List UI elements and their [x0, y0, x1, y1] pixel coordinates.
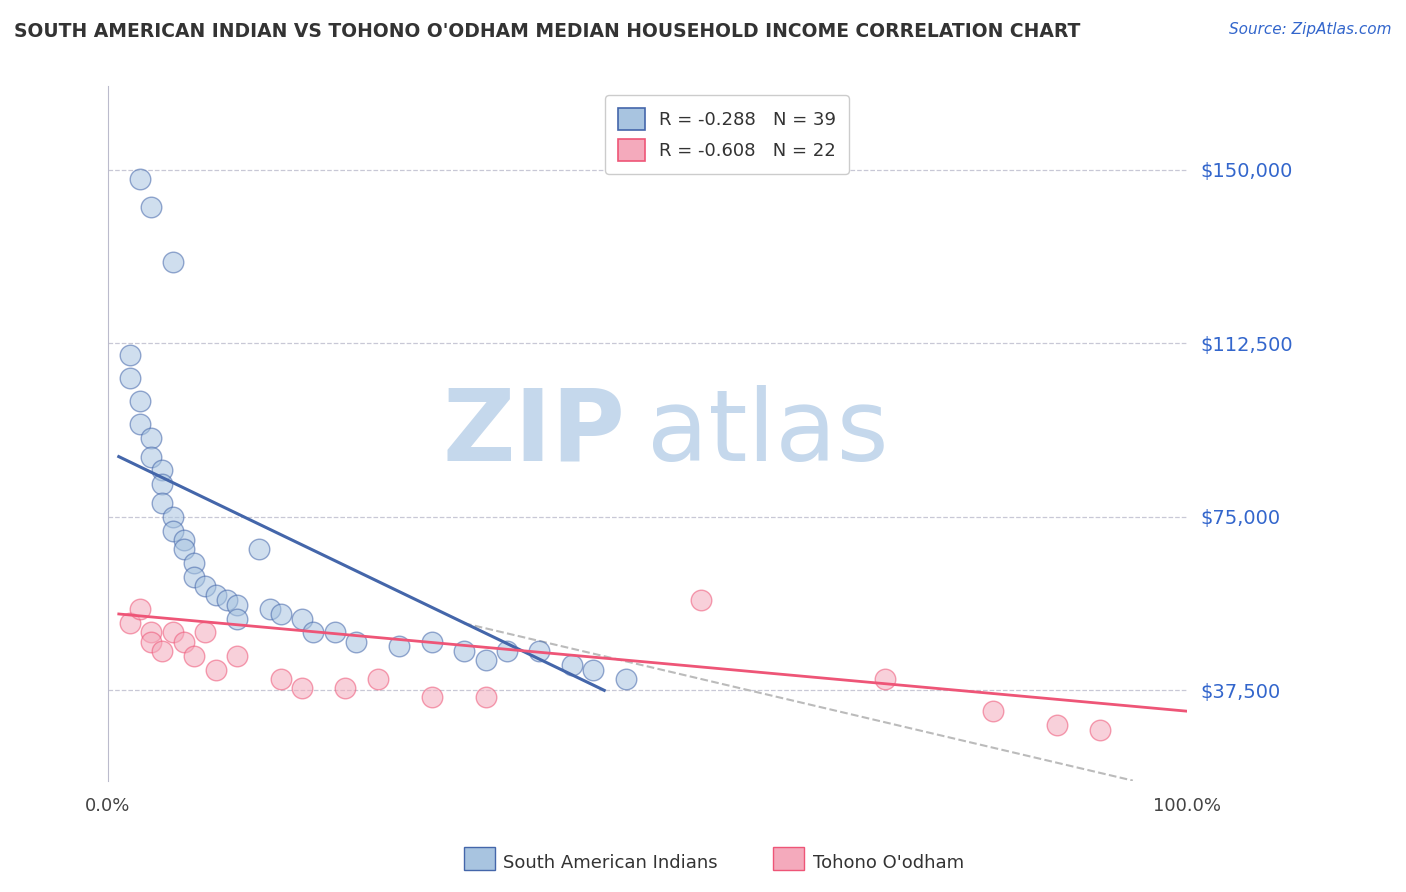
Point: [690, 593, 713, 607]
Point: [194, 625, 217, 640]
Text: atlas: atlas: [647, 385, 889, 482]
Point: [420, 690, 443, 705]
Point: [582, 663, 605, 677]
Point: [1090, 723, 1112, 737]
Point: [529, 644, 551, 658]
Point: [344, 634, 367, 648]
Point: [226, 598, 249, 612]
Point: [226, 611, 249, 625]
Point: [150, 644, 173, 658]
Point: [496, 644, 519, 658]
Point: [420, 634, 443, 648]
Text: ZIP: ZIP: [443, 385, 626, 482]
Point: [388, 640, 411, 654]
Text: Source: ZipAtlas.com: Source: ZipAtlas.com: [1229, 22, 1392, 37]
Point: [162, 625, 184, 640]
Text: SOUTH AMERICAN INDIAN VS TOHONO O'ODHAM MEDIAN HOUSEHOLD INCOME CORRELATION CHAR: SOUTH AMERICAN INDIAN VS TOHONO O'ODHAM …: [14, 22, 1080, 41]
Point: [183, 648, 205, 663]
Point: [474, 690, 496, 705]
Point: [205, 589, 228, 603]
Point: [173, 634, 195, 648]
Point: [215, 593, 238, 607]
Point: [561, 657, 583, 672]
Point: [162, 255, 184, 269]
Point: [453, 644, 475, 658]
Point: [118, 348, 141, 362]
Point: [139, 431, 162, 445]
Point: [129, 602, 152, 616]
Point: [270, 672, 292, 686]
Point: [118, 616, 141, 631]
Point: [1046, 718, 1069, 732]
Point: [129, 172, 152, 186]
Point: [150, 463, 173, 477]
Point: [139, 634, 162, 648]
Point: [162, 524, 184, 538]
Point: [150, 477, 173, 491]
Point: [614, 672, 637, 686]
Point: [226, 648, 249, 663]
Point: [139, 450, 162, 464]
Point: [173, 533, 195, 547]
Point: [247, 542, 270, 557]
Point: [302, 625, 325, 640]
Point: [270, 607, 292, 621]
Point: [183, 556, 205, 570]
Point: [323, 625, 346, 640]
Point: [173, 542, 195, 557]
Point: [139, 625, 162, 640]
Point: [118, 371, 141, 385]
Point: [291, 611, 314, 625]
Point: [150, 496, 173, 510]
Point: [139, 200, 162, 214]
Point: [129, 417, 152, 432]
Point: [873, 672, 896, 686]
Point: [183, 570, 205, 584]
Point: [129, 394, 152, 409]
Point: [205, 663, 228, 677]
Legend: R = -0.288   N = 39, R = -0.608   N = 22: R = -0.288 N = 39, R = -0.608 N = 22: [605, 95, 849, 174]
Text: South American Indians: South American Indians: [503, 854, 718, 871]
Text: Tohono O'odham: Tohono O'odham: [813, 854, 963, 871]
Point: [335, 681, 357, 695]
Point: [259, 602, 281, 616]
Point: [291, 681, 314, 695]
Point: [162, 509, 184, 524]
Point: [194, 579, 217, 593]
Point: [367, 672, 389, 686]
Point: [981, 704, 1004, 718]
Point: [474, 653, 496, 667]
